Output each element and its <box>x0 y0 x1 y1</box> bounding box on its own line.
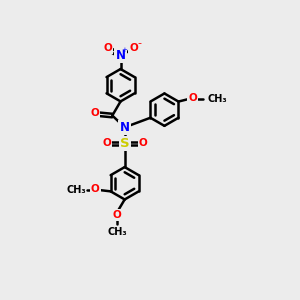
Text: O: O <box>139 138 147 148</box>
Text: O: O <box>90 109 99 118</box>
Text: N: N <box>120 121 130 134</box>
Text: O: O <box>103 43 112 53</box>
Text: O: O <box>188 93 197 103</box>
Text: N: N <box>116 49 126 62</box>
Text: O: O <box>129 43 138 53</box>
Text: S: S <box>120 137 130 150</box>
Text: CH₃: CH₃ <box>107 227 127 237</box>
Text: O: O <box>91 184 100 194</box>
Text: -: - <box>137 38 141 48</box>
Text: O: O <box>102 138 111 148</box>
Text: +: + <box>121 47 127 53</box>
Text: CH₃: CH₃ <box>207 94 226 103</box>
Text: CH₃: CH₃ <box>66 185 86 195</box>
Text: O: O <box>112 210 121 220</box>
